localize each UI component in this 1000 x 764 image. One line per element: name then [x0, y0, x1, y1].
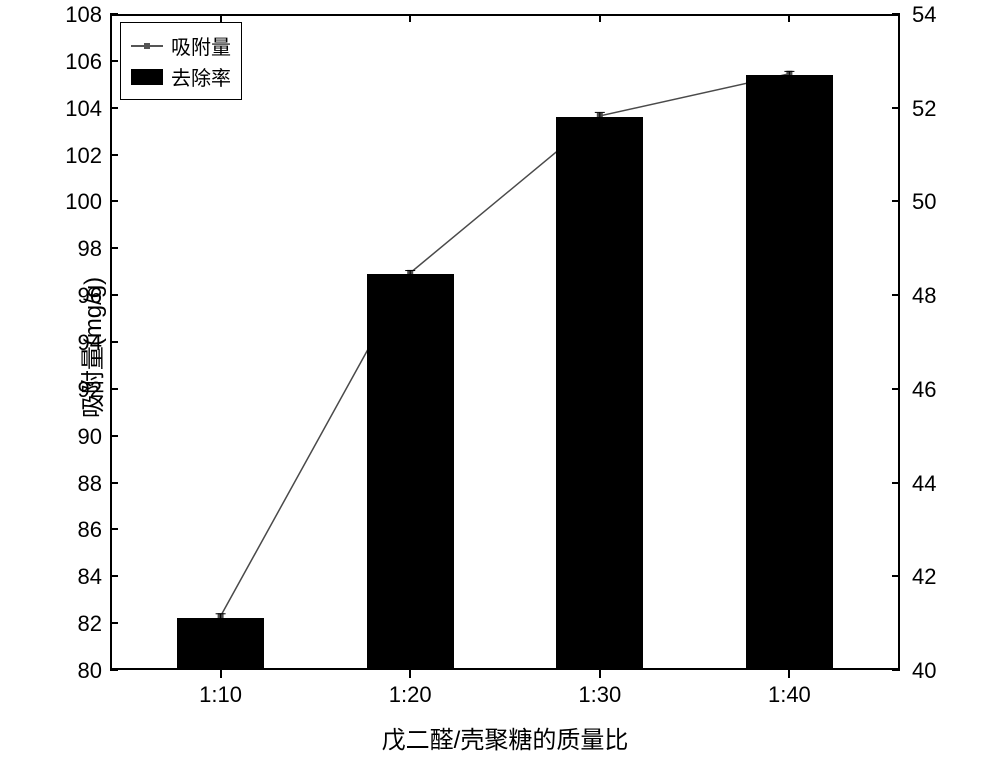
tick-mark	[110, 107, 118, 109]
tick-mark	[220, 14, 222, 22]
tick-mark	[892, 200, 900, 202]
y-left-tick-label: 108	[60, 2, 102, 28]
tick-mark	[892, 482, 900, 484]
y-right-tick-label: 48	[912, 283, 936, 309]
tick-mark	[110, 200, 118, 202]
bar	[177, 618, 264, 670]
y-left-tick-label: 104	[60, 96, 102, 122]
tick-mark	[892, 294, 900, 296]
tick-mark	[788, 14, 790, 22]
y-left-tick-label: 96	[60, 283, 102, 309]
y-left-tick-label: 92	[60, 377, 102, 403]
tick-mark	[110, 435, 118, 437]
chart-container: 吸附量(mg/g) 去除率(%) 戊二醛/壳聚糖的质量比 吸附量 去除率 808…	[0, 0, 1000, 764]
y-left-tick-label: 84	[60, 564, 102, 590]
y-right-tick-label: 44	[912, 471, 936, 497]
x-tick-label: 1:20	[389, 682, 432, 708]
tick-mark	[110, 388, 118, 390]
y-left-tick-label: 80	[60, 658, 102, 684]
tick-mark	[110, 482, 118, 484]
legend: 吸附量 去除率	[120, 22, 242, 100]
tick-mark	[409, 670, 411, 678]
x-axis-label: 戊二醛/壳聚糖的质量比	[110, 720, 900, 755]
tick-mark	[892, 388, 900, 390]
tick-mark	[110, 13, 118, 15]
tick-mark	[110, 154, 118, 156]
tick-mark	[110, 60, 118, 62]
tick-mark	[110, 341, 118, 343]
tick-mark	[110, 669, 118, 671]
y-right-tick-label: 40	[912, 658, 936, 684]
bar	[556, 117, 643, 670]
y-left-tick-label: 98	[60, 236, 102, 262]
legend-bar-label: 去除率	[171, 62, 231, 91]
legend-line-label: 吸附量	[171, 31, 231, 60]
y-left-tick-label: 86	[60, 517, 102, 543]
tick-mark	[110, 528, 118, 530]
y-right-tick-label: 46	[912, 377, 936, 403]
y-right-tick-label: 52	[912, 96, 936, 122]
bar	[746, 75, 833, 670]
y-left-tick-label: 82	[60, 611, 102, 637]
legend-item-line: 吸附量	[131, 31, 231, 60]
y-left-tick-label: 90	[60, 424, 102, 450]
tick-mark	[892, 107, 900, 109]
x-tick-label: 1:10	[199, 682, 242, 708]
tick-mark	[892, 669, 900, 671]
tick-mark	[599, 14, 601, 22]
y-left-tick-label: 100	[60, 189, 102, 215]
tick-mark	[599, 670, 601, 678]
y-right-tick-label: 50	[912, 189, 936, 215]
tick-mark	[788, 670, 790, 678]
y-left-tick-label: 88	[60, 471, 102, 497]
legend-item-bar: 去除率	[131, 62, 231, 91]
legend-line-marker-icon	[131, 45, 163, 47]
legend-bar-marker-icon	[131, 69, 163, 85]
y-left-tick-label: 102	[60, 143, 102, 169]
y-left-tick-label: 106	[60, 49, 102, 75]
y-right-tick-label: 54	[912, 2, 936, 28]
tick-mark	[892, 13, 900, 15]
bar	[367, 274, 454, 670]
tick-mark	[892, 575, 900, 577]
x-tick-label: 1:40	[768, 682, 811, 708]
y-left-tick-label: 94	[60, 330, 102, 356]
tick-mark	[110, 575, 118, 577]
y-right-tick-label: 42	[912, 564, 936, 590]
tick-mark	[409, 14, 411, 22]
tick-mark	[110, 247, 118, 249]
tick-mark	[110, 622, 118, 624]
tick-mark	[220, 670, 222, 678]
tick-mark	[110, 294, 118, 296]
x-tick-label: 1:30	[578, 682, 621, 708]
